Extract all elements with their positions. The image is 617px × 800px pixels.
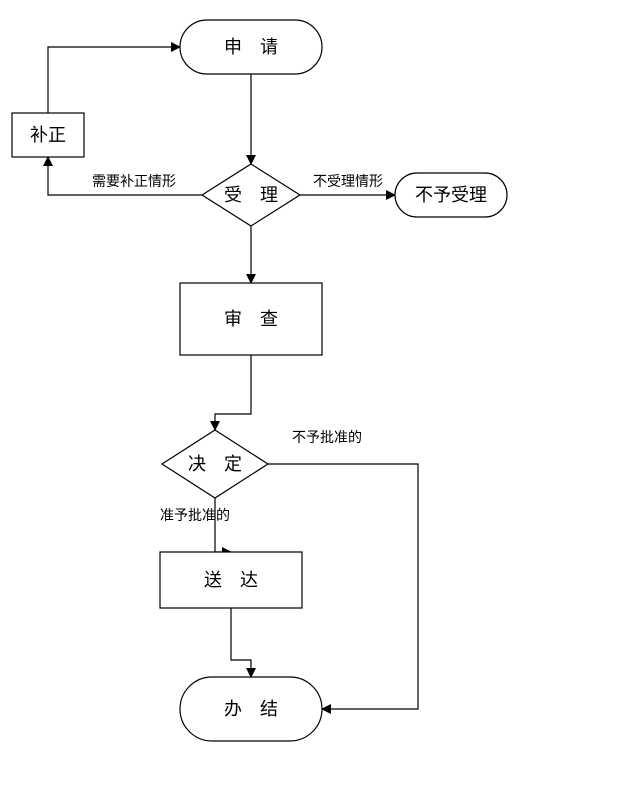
edge-label-decide-finish: 不予批准的 — [292, 430, 362, 446]
edge-label-accept-reject: 不受理情形 — [313, 174, 383, 190]
node-review: 审 查 — [180, 283, 322, 355]
edge-label-decide-deliver: 准予批准的 — [160, 508, 230, 524]
node-label-deliver: 送 达 — [204, 570, 258, 590]
node-correct: 补正 — [12, 113, 84, 157]
nodes: 申 请补正受 理 不予受理审 查决 定送 达办 结 — [12, 20, 507, 741]
node-label-decide: 决 定 — [188, 454, 242, 474]
node-label-accept: 受 理 — [224, 185, 278, 205]
node-label-finish: 办 结 — [224, 699, 278, 719]
node-label-apply: 申 请 — [224, 37, 278, 57]
flowchart-canvas: 不受理情形 需要补正情形准予批准的 不予批准的 申 请补正受 理 不予受理审 查决 定送… — [0, 0, 617, 800]
node-deliver: 送 达 — [160, 552, 302, 608]
node-label-reject: 不予受理 — [415, 185, 487, 205]
edge-label-accept-correct: 需要补正情形 — [92, 174, 176, 190]
node-finish: 办 结 — [180, 677, 322, 741]
node-apply: 申 请 — [180, 20, 322, 74]
node-accept: 受 理 — [202, 164, 300, 226]
node-decide: 决 定 — [162, 430, 268, 498]
node-reject: 不予受理 — [395, 173, 507, 217]
node-label-correct: 补正 — [30, 125, 66, 145]
edge-deliver-finish — [231, 608, 251, 677]
edge-decide-deliver — [215, 498, 231, 552]
node-label-review: 审 查 — [224, 309, 278, 329]
edge-review-decide — [215, 355, 251, 430]
edge-correct-apply — [48, 47, 180, 113]
edges: 不受理情形 需要补正情形准予批准的 不予批准的 — [48, 47, 418, 709]
